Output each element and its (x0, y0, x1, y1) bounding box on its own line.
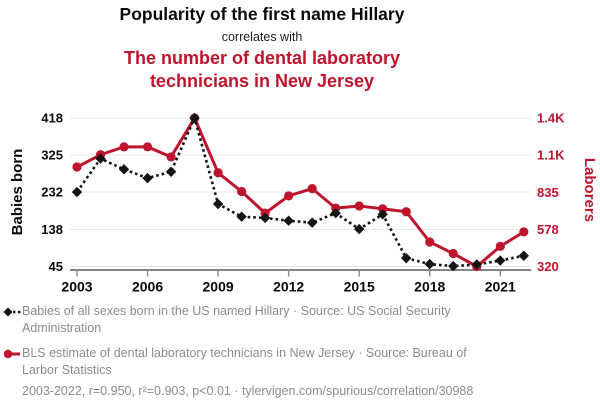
diamond-dotted-line-icon (3, 307, 22, 317)
left-axis-tick-label: 418 (41, 111, 63, 126)
data-point-hillary (306, 217, 318, 228)
data-point-technicians (307, 184, 317, 194)
data-point-technicians (142, 142, 153, 152)
left-axis-tick-label: 232 (41, 185, 63, 200)
data-point-technicians (166, 152, 176, 162)
data-point-technicians (425, 237, 435, 247)
data-point-hillary (448, 260, 459, 272)
data-point-hillary (283, 215, 294, 226)
x-tick-label: 2006 (132, 279, 163, 295)
data-point-hillary (471, 259, 482, 270)
x-tick-label: 2012 (273, 279, 304, 295)
right-axis-tick-label: 835 (537, 185, 559, 200)
legend-label: BLS estimate of dental laboratory techni… (22, 346, 467, 377)
right-axis-title: Laborers (581, 158, 598, 222)
chart-header: Popularity of the first name Hillary cor… (0, 3, 524, 93)
data-point-technicians (519, 227, 529, 237)
x-tick-label: 2015 (344, 279, 375, 295)
data-point-hillary (518, 250, 530, 261)
data-point-hillary (259, 212, 271, 224)
data-point-technicians (354, 201, 364, 211)
data-point-hillary (495, 255, 506, 266)
data-point-hillary (330, 207, 341, 219)
x-tick-label: 2021 (485, 279, 516, 295)
right-axis-tick-label: 1.4K (537, 111, 565, 126)
series-layer (71, 112, 530, 272)
data-point-technicians (448, 248, 458, 259)
data-point-hillary (142, 172, 153, 184)
left-axis-title: Babies born (9, 149, 26, 236)
data-point-hillary (377, 209, 388, 220)
stats-and-source-url: 2003-2022, r=0.950, r²=0.903, p<0.01 · t… (22, 384, 474, 398)
left-axis-tick-label: 325 (41, 148, 63, 163)
data-point-hillary (353, 223, 365, 235)
right-axis-tick-label: 1.1K (537, 148, 565, 163)
data-point-hillary (189, 112, 200, 124)
right-axis-tick-label: 320 (537, 259, 559, 274)
legend-label: Babies of all sexes born in the US named… (22, 304, 451, 335)
data-point-hillary (424, 258, 435, 270)
x-tick-label: 2009 (203, 279, 234, 295)
legend-item-technicians: BLS estimate of dental laboratory techni… (3, 345, 533, 379)
x-tick-label: 2003 (61, 279, 92, 295)
page-title: Popularity of the first name Hillary (119, 4, 405, 24)
data-point-technicians (237, 186, 247, 197)
data-point-technicians (401, 207, 411, 217)
data-point-technicians (119, 142, 129, 152)
data-point-hillary (71, 186, 83, 198)
left-axis-tick-label: 138 (41, 222, 63, 237)
data-point-technicians (495, 241, 505, 251)
left-axis-tick-label: 45 (49, 259, 63, 274)
circle-solid-line-icon (3, 349, 20, 359)
data-point-hillary (165, 166, 177, 177)
data-point-technicians (378, 204, 388, 214)
data-point-hillary (236, 211, 247, 222)
data-point-technicians (284, 191, 294, 201)
data-point-technicians (213, 168, 223, 178)
data-point-hillary (401, 252, 412, 264)
data-point-hillary (118, 164, 130, 175)
legend-item-hillary: Babies of all sexes born in the US named… (3, 303, 533, 337)
data-point-technicians (72, 162, 82, 172)
data-point-hillary (95, 153, 106, 164)
chart-legend: Babies of all sexes born in the US named… (3, 303, 533, 387)
data-point-hillary (212, 198, 224, 210)
secondary-title: The number of dental laboratory technici… (123, 48, 401, 91)
correlates-with-label: correlates with (221, 30, 303, 44)
x-tick-label: 2018 (414, 279, 445, 295)
right-axis-tick-label: 578 (537, 222, 559, 237)
